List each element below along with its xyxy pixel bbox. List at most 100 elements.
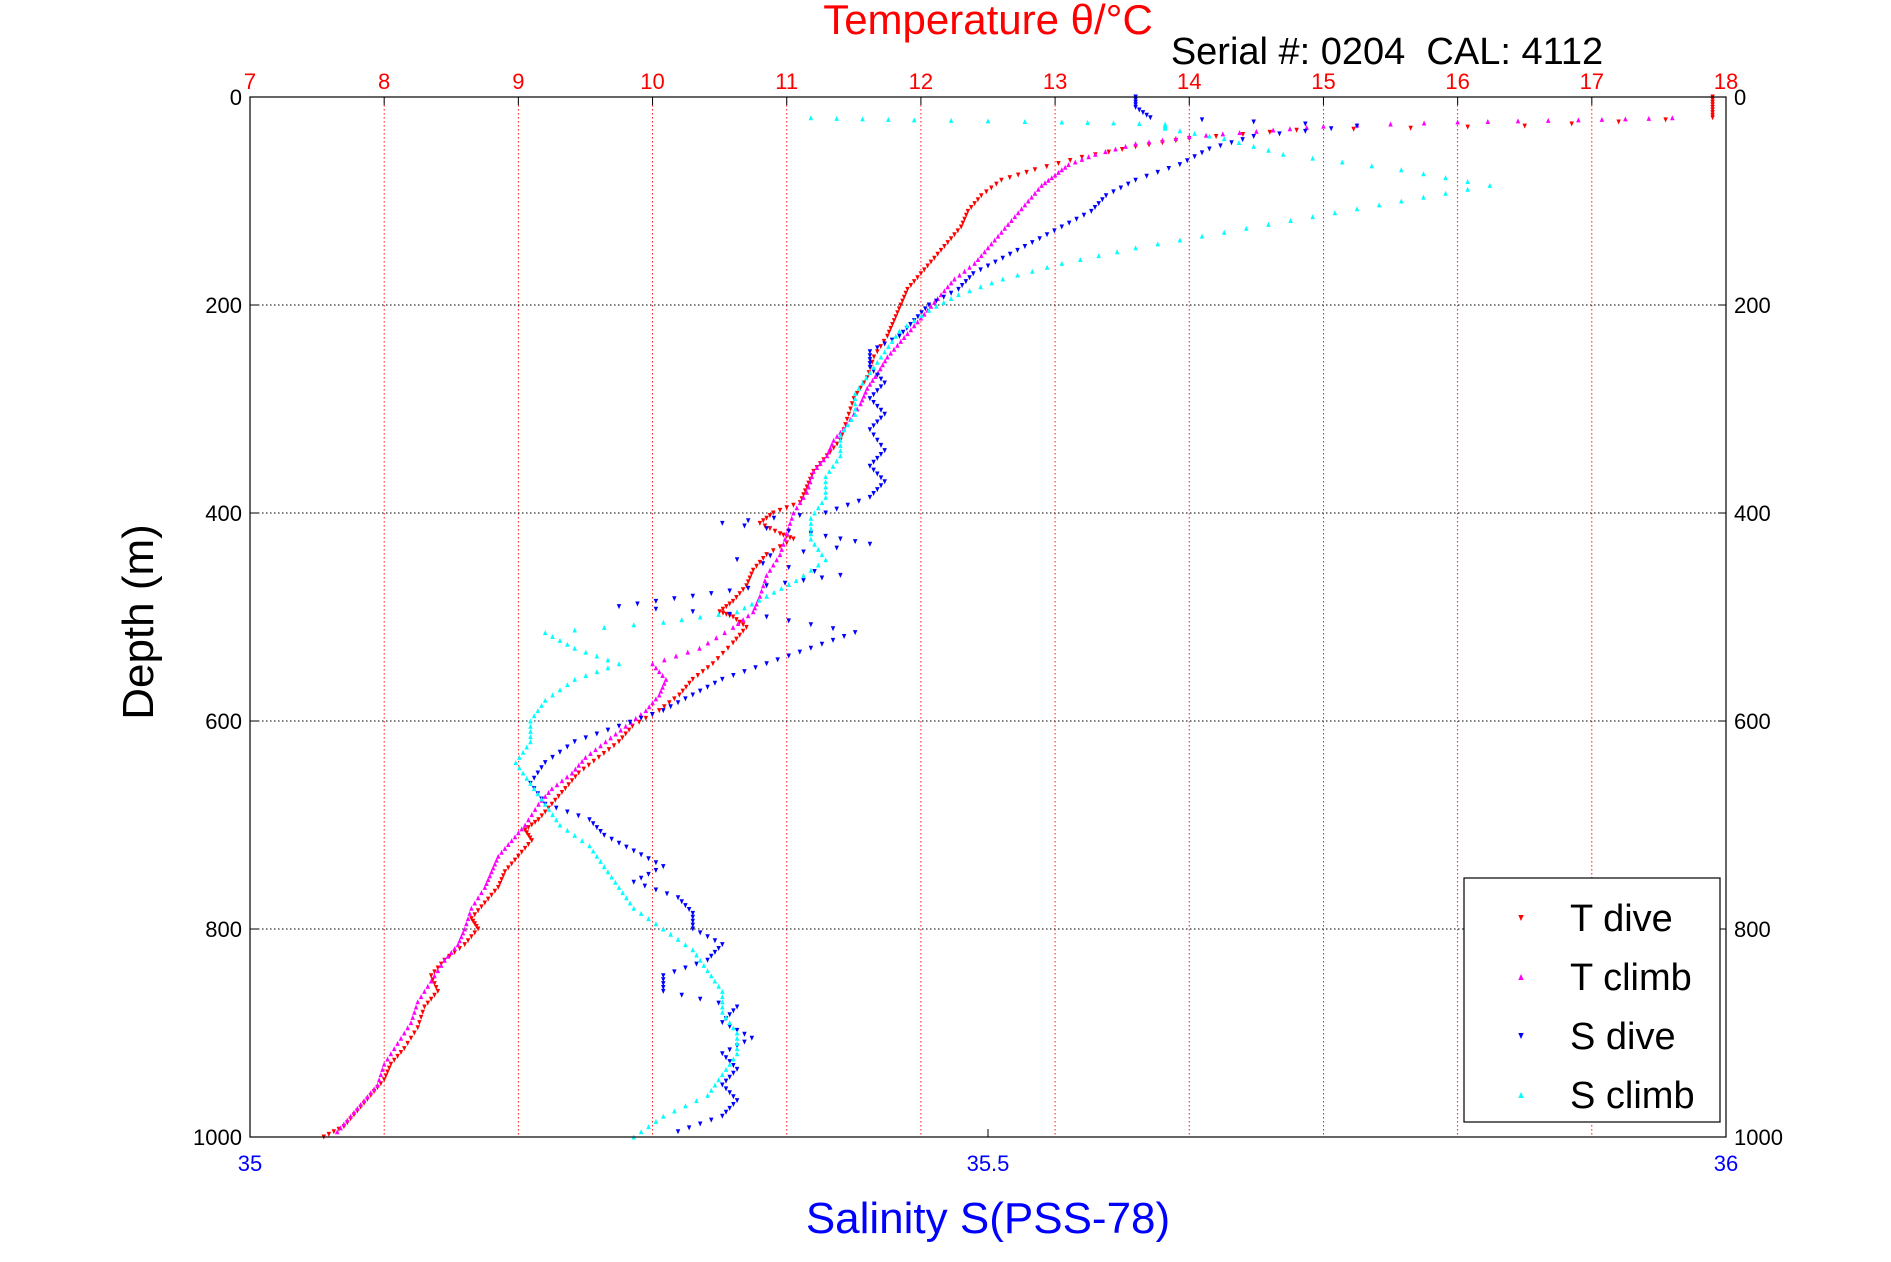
- data-point-s-climb: [849, 416, 854, 422]
- data-point-s-dive: [768, 553, 773, 559]
- data-point-s-dive: [635, 601, 640, 607]
- data-point-s-climb: [572, 627, 577, 633]
- data-point-s-climb: [609, 874, 614, 880]
- data-point-t-dive: [989, 185, 994, 191]
- data-point-s-dive: [590, 821, 596, 827]
- data-point-t-climb: [428, 978, 434, 984]
- data-point-s-dive: [867, 357, 873, 363]
- data-point-s-dive: [653, 887, 659, 893]
- data-point-t-dive: [762, 523, 768, 529]
- data-point-t-dive: [620, 735, 625, 741]
- data-point-t-dive: [903, 290, 909, 296]
- data-point-t-dive: [395, 1053, 400, 1059]
- data-point-s-climb: [594, 653, 600, 659]
- data-point-t-dive: [979, 193, 984, 199]
- data-point-s-dive: [1199, 117, 1205, 123]
- data-point-s-climb: [1339, 159, 1345, 165]
- data-point-t-climb: [663, 676, 669, 682]
- data-point-s-climb: [679, 617, 684, 623]
- data-point-t-dive: [526, 825, 531, 831]
- data-point-t-climb: [957, 272, 962, 278]
- data-point-s-dive: [690, 609, 696, 615]
- data-point-s-climb: [838, 442, 843, 448]
- data-point-s-climb: [1059, 119, 1065, 125]
- data-point-s-dive: [745, 518, 751, 524]
- data-point-s-dive: [631, 848, 637, 854]
- series-s-dive: [528, 94, 1360, 1135]
- depth-tick-label-left: 200: [205, 293, 242, 318]
- data-point-s-dive: [875, 455, 880, 461]
- data-point-t-climb: [948, 280, 954, 286]
- data-point-s-dive: [646, 871, 651, 877]
- data-point-s-climb: [542, 697, 548, 703]
- data-point-s-climb: [572, 832, 577, 838]
- data-point-t-dive: [734, 595, 739, 600]
- data-point-t-climb: [908, 327, 914, 333]
- data-point-s-climb: [712, 1082, 718, 1088]
- data-point-s-dive: [716, 1000, 721, 1006]
- data-point-t-dive: [495, 884, 501, 890]
- data-point-t-climb: [484, 881, 489, 886]
- data-point-s-dive: [686, 907, 692, 912]
- data-point-s-climb: [697, 614, 703, 620]
- data-point-s-dive: [819, 575, 825, 581]
- data-point-s-climb: [1266, 147, 1271, 153]
- data-point-s-dive: [638, 875, 644, 881]
- data-point-s-climb: [838, 453, 843, 459]
- data-point-s-dive: [531, 775, 537, 781]
- data-point-s-dive: [915, 314, 921, 320]
- data-point-s-climb: [620, 890, 625, 896]
- data-point-t-dive: [740, 628, 746, 634]
- data-point-s-climb: [705, 968, 710, 974]
- data-point-s-climb: [764, 593, 769, 599]
- data-point-t-climb: [1022, 202, 1028, 208]
- data-point-t-climb: [870, 377, 875, 383]
- data-point-t-climb: [375, 1082, 380, 1088]
- data-point-s-dive: [875, 388, 880, 394]
- data-point-t-dive: [472, 921, 478, 927]
- data-point-t-dive: [556, 793, 561, 799]
- data-point-t-climb: [804, 489, 810, 495]
- data-point-s-climb: [716, 983, 721, 989]
- data-point-s-dive: [882, 341, 887, 347]
- data-point-s-dive: [1166, 166, 1172, 171]
- data-point-s-dive: [812, 569, 817, 574]
- data-point-t-climb: [1086, 154, 1091, 160]
- data-point-t-dive: [968, 205, 974, 210]
- data-point-t-dive: [999, 177, 1004, 183]
- data-point-s-dive: [1096, 201, 1101, 207]
- data-point-s-dive: [878, 384, 884, 390]
- data-point-t-climb: [459, 934, 464, 940]
- data-point-t-dive: [891, 318, 897, 324]
- data-point-t-climb: [646, 704, 652, 710]
- data-point-t-dive: [1710, 107, 1715, 113]
- data-point-s-dive: [1111, 189, 1116, 195]
- data-point-s-climb: [720, 1072, 725, 1078]
- data-point-s-climb: [716, 611, 721, 617]
- data-point-t-dive: [962, 216, 967, 222]
- data-point-s-climb: [1096, 253, 1101, 259]
- data-point-s-dive: [587, 817, 592, 823]
- data-markers: [321, 94, 1715, 1140]
- data-point-t-dive: [725, 645, 731, 651]
- data-point-t-climb: [932, 299, 937, 305]
- data-point-s-dive: [878, 452, 884, 457]
- data-point-t-climb: [603, 739, 608, 745]
- data-point-t-dive: [767, 526, 773, 532]
- data-point-t-climb: [867, 381, 873, 387]
- data-point-s-dive: [830, 637, 836, 643]
- data-point-t-climb: [613, 731, 618, 737]
- data-point-t-climb: [588, 751, 593, 756]
- data-point-s-dive: [679, 992, 684, 998]
- data-point-s-dive: [897, 333, 902, 339]
- data-point-s-dive: [675, 895, 681, 901]
- data-point-t-dive: [757, 559, 763, 565]
- data-point-s-dive: [1328, 126, 1334, 132]
- data-point-s-dive: [616, 604, 622, 610]
- data-point-t-climb: [445, 953, 451, 959]
- data-point-s-dive: [753, 665, 758, 671]
- data-point-s-dive: [764, 583, 769, 589]
- data-point-s-dive: [535, 770, 541, 776]
- data-point-t-dive: [502, 869, 508, 875]
- data-point-t-climb: [928, 303, 934, 309]
